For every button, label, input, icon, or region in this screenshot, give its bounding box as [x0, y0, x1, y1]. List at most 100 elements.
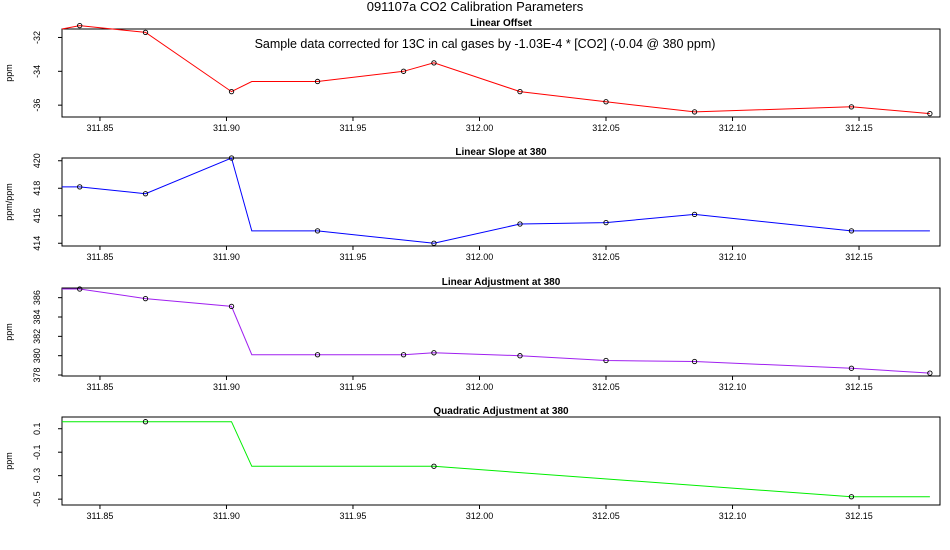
y-axis-label: ppm [4, 64, 14, 82]
x-tick-label: 312.15 [845, 511, 873, 521]
data-point [691, 211, 698, 218]
y-tick-label: 0.1 [32, 422, 42, 435]
data-point [400, 68, 407, 74]
y-tick-label: 416 [32, 208, 42, 223]
panel-title: Linear Slope at 380 [455, 147, 547, 158]
data-point [848, 228, 855, 234]
series-line [61, 25, 930, 115]
data-point [142, 295, 149, 302]
panel-title: Quadratic Adjustment at 380 [433, 406, 569, 417]
y-tick-label: -0.1 [32, 444, 42, 460]
x-tick-label: 311.85 [87, 511, 114, 521]
y-tick-label: 420 [32, 153, 42, 168]
plot-frame [61, 287, 941, 377]
x-tick-label: 311.90 [213, 511, 240, 521]
data-point [517, 88, 523, 95]
data-point [314, 352, 321, 358]
data-point [691, 358, 698, 365]
data-point [517, 353, 523, 359]
y-tick-label: -36 [32, 99, 42, 112]
data-point [77, 22, 83, 29]
panel-linear-adjustment-at-380: Linear Adjustment at 380 ppm 311.85 311.90 3… [4, 277, 941, 392]
data-point [603, 99, 609, 105]
y-axis-label: ppm [4, 323, 14, 341]
data-point [848, 494, 855, 500]
y-tick-label: 386 [32, 290, 42, 305]
data-point [77, 184, 83, 190]
x-tick-label: 311.95 [340, 252, 367, 262]
y-tick-label: 378 [32, 368, 42, 383]
data-point [691, 109, 698, 115]
series-line [62, 288, 930, 374]
data-point [603, 357, 609, 364]
x-tick-label: 311.90 [213, 252, 240, 262]
data-point [927, 110, 933, 117]
data-point [314, 228, 321, 234]
data-point [431, 463, 437, 469]
data-point [228, 155, 235, 161]
data-point [228, 303, 235, 310]
x-tick-label: 312.10 [719, 123, 747, 133]
series-line [62, 421, 930, 498]
x-tick-label: 312.10 [719, 382, 747, 392]
data-point [431, 240, 437, 246]
figure-title: 091107a CO2 Calibration Parameters [366, 0, 584, 14]
data-point [603, 219, 609, 226]
data-point [77, 286, 83, 292]
correction-annotation: Sample data corrected for 13C in cal gas… [255, 37, 716, 51]
x-tick-label: 312.05 [592, 382, 620, 392]
x-tick-label: 311.90 [213, 382, 240, 392]
x-tick-label: 312.15 [845, 123, 873, 133]
y-tick-label: -0.5 [32, 491, 42, 507]
y-tick-label: 382 [32, 329, 42, 344]
data-point [927, 370, 933, 376]
x-tick-label: 311.95 [340, 382, 367, 392]
x-tick-label: 312.00 [466, 511, 494, 521]
data-point [431, 60, 437, 66]
y-tick-label: -34 [32, 65, 42, 78]
x-tick-label: 312.00 [466, 252, 494, 262]
series-line [62, 157, 930, 244]
data-point [848, 365, 855, 371]
x-tick-label: 311.95 [340, 123, 367, 133]
data-point [848, 104, 855, 110]
x-tick-label: 312.15 [845, 252, 873, 262]
y-tick-label: 414 [32, 236, 42, 251]
data-point [142, 29, 149, 36]
y-axis-label: ppm [4, 452, 14, 470]
x-tick-label: 311.85 [87, 382, 114, 392]
data-point [314, 78, 321, 85]
panel-linear-offset: Linear Offset ppm 311.85 311.90 311.95 312.00… [4, 18, 941, 133]
x-tick-label: 311.85 [87, 252, 114, 262]
x-tick-label: 311.90 [213, 123, 240, 133]
y-tick-label: 418 [32, 181, 42, 196]
x-tick-label: 312.15 [845, 382, 873, 392]
y-tick-label: -0.3 [32, 468, 42, 484]
x-tick-label: 311.95 [340, 511, 367, 521]
x-tick-label: 312.00 [466, 382, 494, 392]
data-point [431, 350, 437, 356]
panel-quadratic-adjustment-at-380: Quadratic Adjustment at 380 ppm 311.85 311.… [4, 406, 941, 521]
x-tick-label: 312.05 [592, 511, 620, 521]
data-point [400, 352, 407, 358]
data-point [228, 88, 235, 95]
x-tick-label: 312.05 [592, 123, 620, 133]
y-tick-label: 384 [32, 309, 42, 324]
y-tick-label: -32 [32, 31, 42, 44]
plot-frame [61, 28, 941, 118]
plot-frame [61, 157, 941, 247]
data-point [142, 191, 149, 197]
data-point [142, 419, 149, 425]
x-tick-label: 311.85 [87, 123, 114, 133]
panel-title: Linear Adjustment at 380 [442, 277, 561, 288]
x-tick-label: 312.05 [592, 252, 620, 262]
data-point [517, 221, 523, 227]
x-tick-label: 312.00 [466, 123, 494, 133]
y-tick-label: 380 [32, 348, 42, 363]
x-tick-label: 312.10 [719, 511, 747, 521]
panel-linear-slope-at-380: Linear Slope at 380 ppm/ppm 311.85 311.90 31… [4, 147, 941, 262]
plot-frame [61, 416, 941, 506]
x-tick-label: 312.10 [719, 252, 747, 262]
y-axis-label: ppm/ppm [4, 183, 14, 221]
